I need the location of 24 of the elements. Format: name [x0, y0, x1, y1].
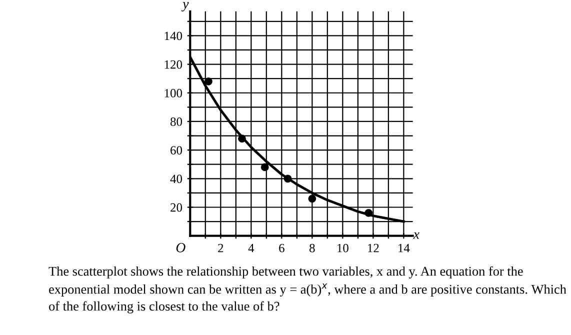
- point: [204, 77, 212, 86]
- y-tick-label: 60: [170, 146, 182, 155]
- x-tick-label: 12: [368, 244, 379, 252]
- x-axis-title: x: [413, 232, 420, 239]
- x-tick-label: 8: [310, 244, 315, 252]
- y-axis-title: y: [181, 2, 189, 12]
- x-tick-label: 4: [248, 244, 254, 252]
- y-tick-label: 40: [170, 174, 182, 184]
- x-tick-label: 10: [338, 244, 348, 252]
- point: [308, 194, 316, 203]
- point: [284, 174, 292, 183]
- x-tick-label: 14: [398, 244, 410, 252]
- y-tick-label: 140: [164, 32, 182, 40]
- x-tick-label: 6: [279, 244, 284, 252]
- text: The scatterplot shows the relationship between two variables, x and y. An equation for the exponential model shown can be written as y = a(b)$^{x}$, where a and b are positive constants. Which of the following is closest to the value of b?: [48, 266, 566, 314]
- point: [364, 209, 373, 217]
- x-tick-label: 2: [218, 244, 224, 252]
- point: [238, 134, 246, 143]
- y-tick-label: 120: [164, 60, 182, 69]
- point: [260, 163, 269, 172]
- y-tick-label: 20: [170, 203, 182, 212]
- y-tick-label: 80: [170, 117, 182, 126]
- text: O: [176, 243, 186, 252]
- y-tick-label: 100: [164, 88, 182, 98]
